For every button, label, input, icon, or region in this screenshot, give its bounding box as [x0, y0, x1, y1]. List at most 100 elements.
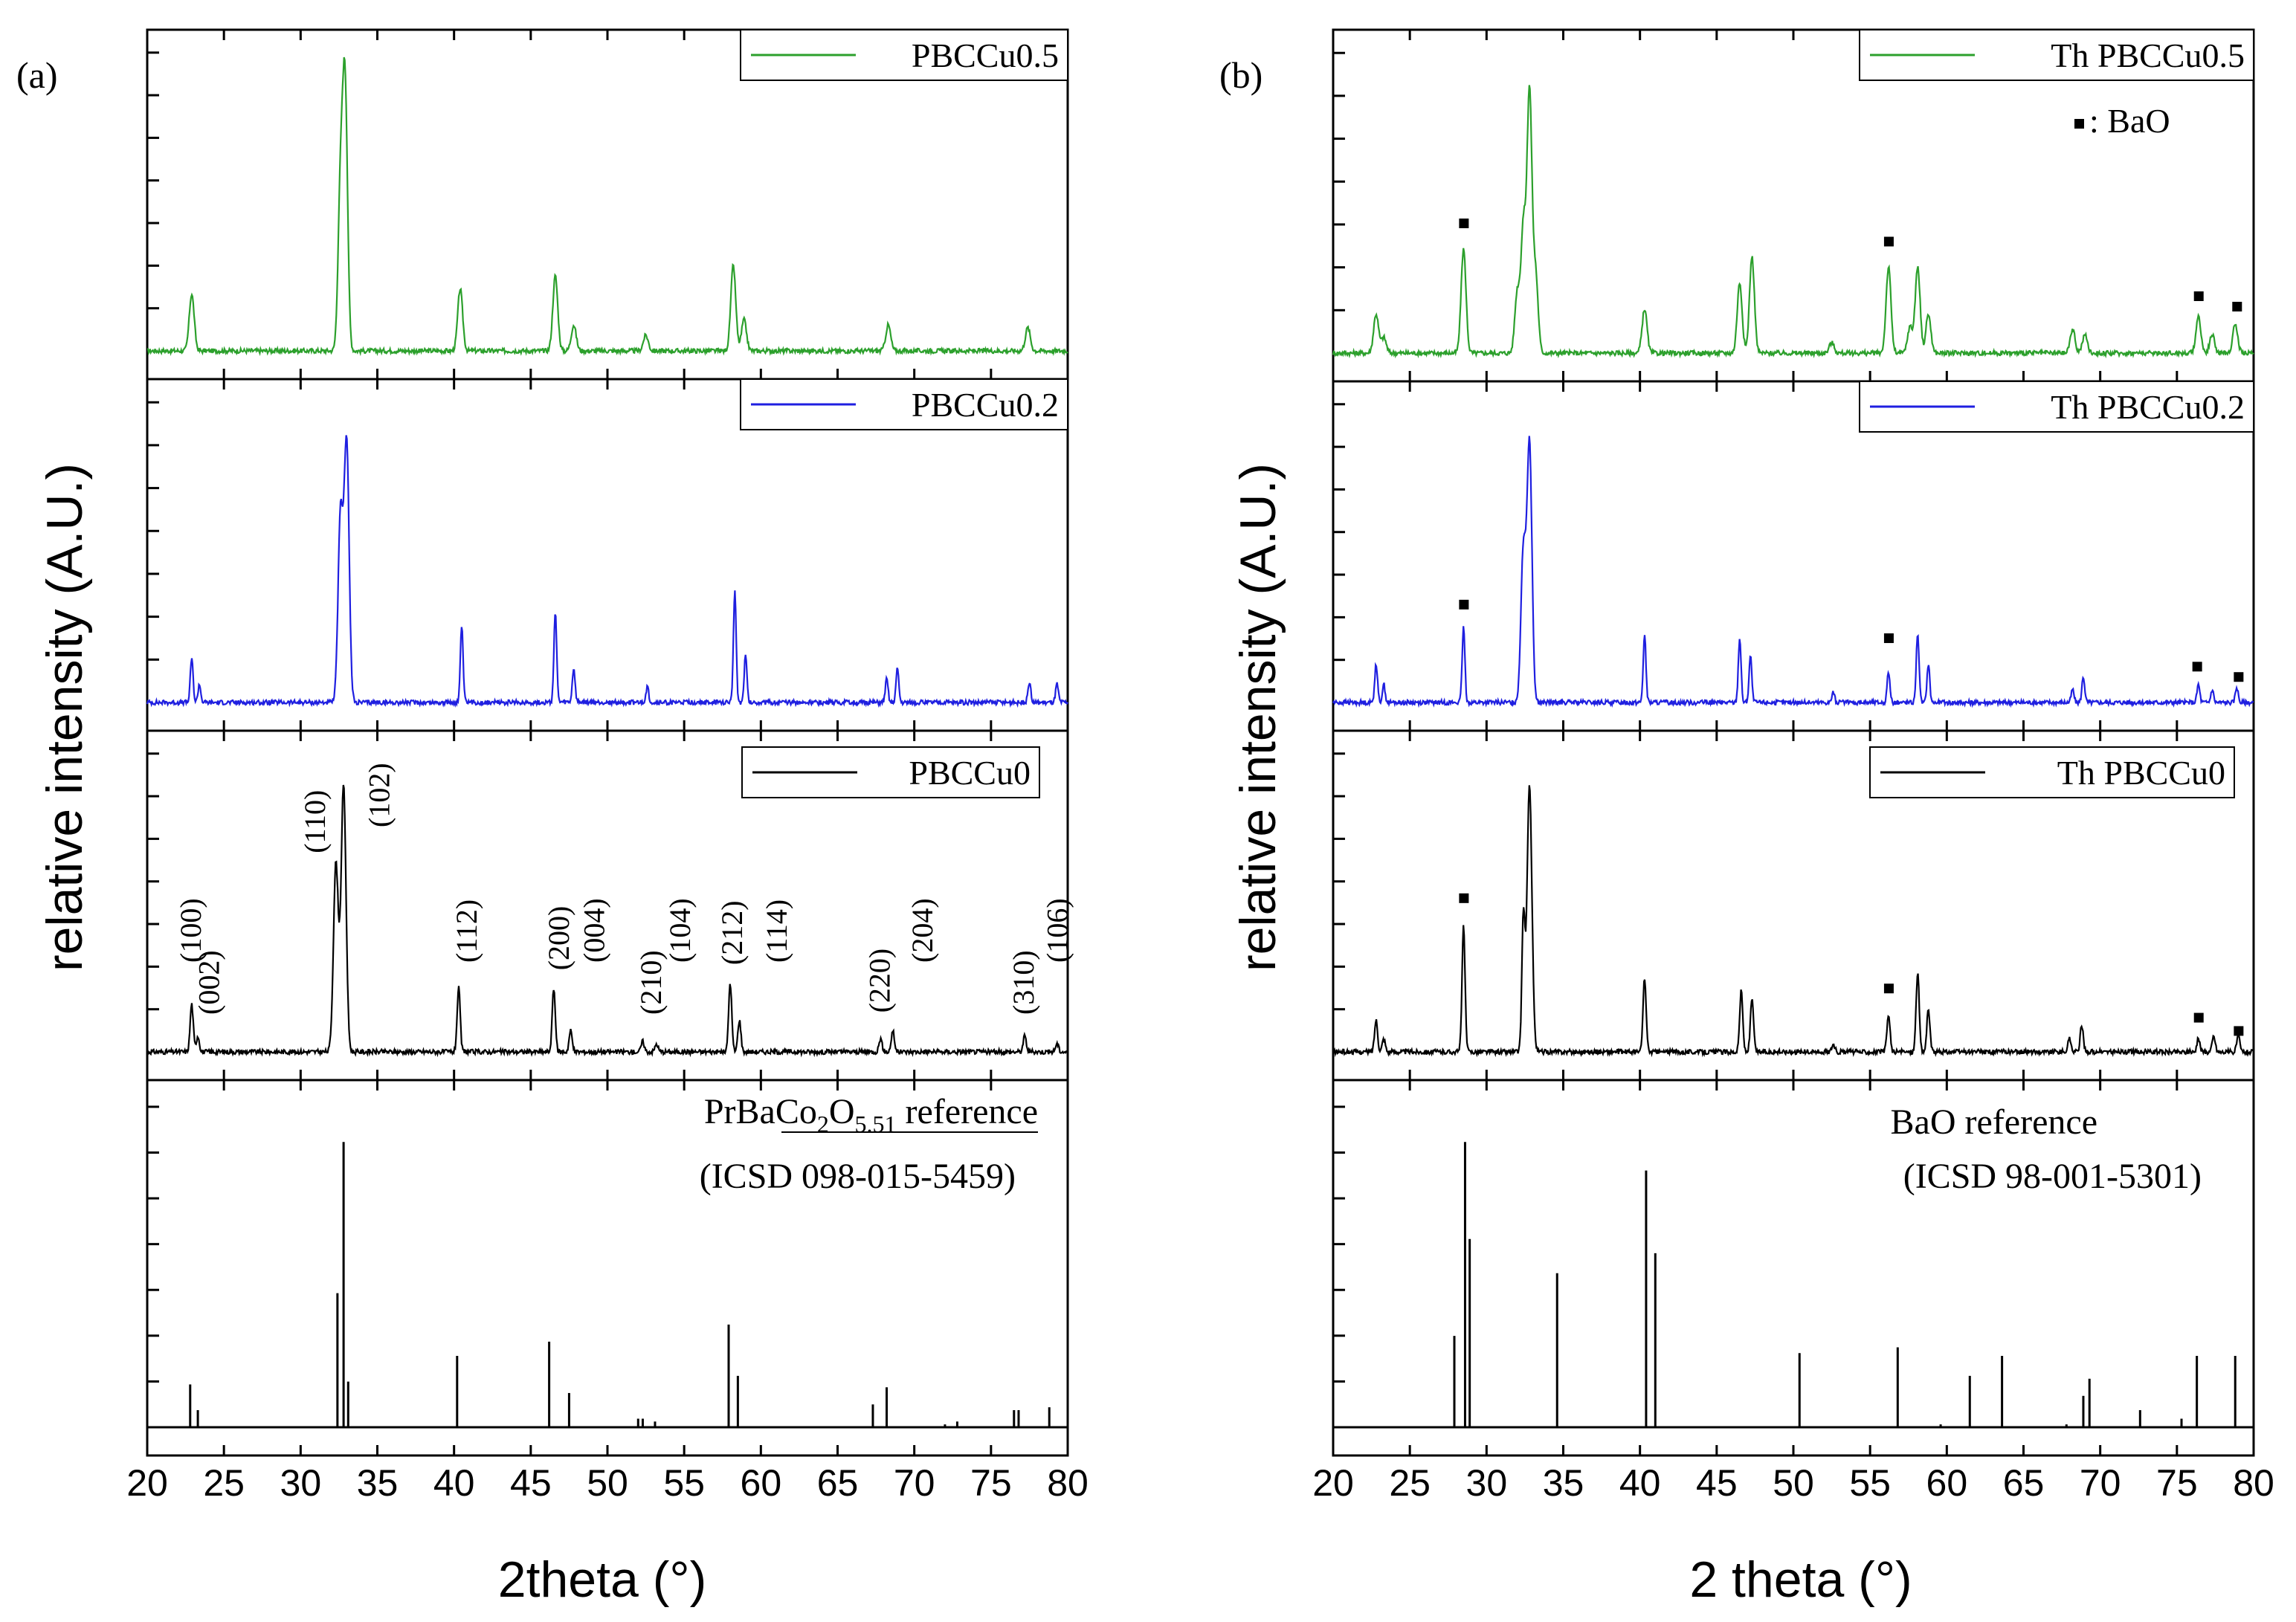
subplot-3: Th PBCCu0: [1332, 729, 2255, 1082]
subplot-frame: [146, 28, 1069, 381]
bao-marker: [2234, 672, 2244, 682]
panel-b-label: (b): [1219, 54, 1263, 96]
legend-label: Th PBCCu0: [2057, 754, 2225, 792]
x-tick-label: 60: [741, 1462, 782, 1504]
subplot-4: BaO reference (ICSD 98-001-5301): [1332, 1079, 2255, 1457]
x-tick-label: 25: [1389, 1462, 1431, 1504]
bao-marker: [2192, 662, 2202, 672]
panel-a-plots: PBCCu0.5 PBCCu0.2 PBCCu0 (100)(002) (110) (10…: [126, 28, 1089, 1504]
legend-label: PBCCu0: [909, 754, 1031, 792]
subplot-frame: [146, 378, 1069, 732]
x-tick-label: 40: [1619, 1462, 1661, 1504]
bao-marker: [2232, 301, 2242, 311]
x-tick-label: 50: [587, 1462, 628, 1504]
legend-label: Th PBCCu0.5: [2051, 36, 2245, 74]
subplot-frame: [1332, 28, 2255, 383]
panel-b-plots: Th PBCCu0.5 Th PBCCu0.2 Th PBCCu0 BaO refer…: [1312, 28, 2274, 1504]
bao-marker: [2234, 1026, 2244, 1036]
legend-label: PBCCu0.5: [912, 36, 1059, 74]
ref-title: BaO reference: [1891, 1102, 2097, 1142]
bao-marker: [1883, 236, 1894, 247]
x-tick-label: 55: [1849, 1462, 1891, 1504]
bao-marker: [1459, 218, 1469, 228]
pattern-line: [146, 56, 1068, 357]
pattern-line: [146, 435, 1068, 708]
panel-a-xlabel: 2theta (°): [498, 1551, 706, 1608]
x-tick-label: 55: [663, 1462, 705, 1504]
subplot-1: PBCCu0.5: [146, 28, 1069, 381]
miller-index-label: (212): [715, 900, 749, 965]
miller-index-label: (200): [542, 906, 575, 971]
x-tick-label: 70: [2080, 1462, 2121, 1504]
x-tick-label: 40: [433, 1462, 475, 1504]
bao-marker-legend: : BaO: [2089, 102, 2170, 140]
miller-index-label: (310): [1007, 950, 1040, 1015]
legend-label: PBCCu0.2: [912, 386, 1059, 424]
x-tick-label: 80: [2233, 1462, 2274, 1504]
ref-title: PrBaCo2O5.51 reference: [704, 1092, 1038, 1137]
miller-index-label: (114): [760, 899, 793, 963]
ref-title-sub: 5.51: [855, 1111, 897, 1137]
miller-index-label: (110): [298, 790, 332, 853]
pattern-line: [146, 784, 1069, 1058]
bao-marker: [1883, 633, 1894, 644]
miller-index-label: (106): [1041, 898, 1074, 963]
x-tick-label: 35: [1543, 1462, 1584, 1504]
x-tick-label: 20: [126, 1462, 168, 1504]
ref-title-part: O: [829, 1092, 855, 1131]
subplot-frame: [1332, 380, 2255, 732]
miller-index-label: (100): [174, 898, 207, 963]
legend-label: Th PBCCu0.2: [2051, 388, 2245, 426]
x-tick-label: 75: [2156, 1462, 2198, 1504]
x-tick-label: 75: [970, 1462, 1012, 1504]
subplot-4: PrBaCo2O5.51 reference (ICSD 098-015-5459…: [146, 1079, 1069, 1457]
subplot-2: Th PBCCu0.2: [1332, 380, 2255, 732]
panel-b-xlabel: 2 theta (°): [1689, 1551, 1912, 1608]
subplot-frame: [146, 1079, 1069, 1457]
subplot-3: PBCCu0 (100)(002) (110) (102) (112) (200) (004…: [146, 729, 1074, 1082]
ref-source: (ICSD 98-001-5301): [1903, 1157, 2202, 1196]
x-tick-label: 20: [1312, 1462, 1354, 1504]
x-tick-label: 60: [1926, 1462, 1968, 1504]
ref-title-part: reference: [897, 1092, 1038, 1131]
x-tick-label: 50: [1773, 1462, 1814, 1504]
x-tick-label: 35: [357, 1462, 399, 1504]
miller-index-label: (104): [663, 898, 697, 963]
bao-marker: [1459, 893, 1469, 903]
x-tick-label: 30: [280, 1462, 322, 1504]
ref-title-sub: 2: [817, 1111, 829, 1137]
x-tick-label: 80: [1047, 1462, 1089, 1504]
bao-marker: [1459, 599, 1469, 610]
bao-marker: [2193, 291, 2204, 301]
x-tick-label: 65: [2003, 1462, 2045, 1504]
miller-index-label: (220): [862, 949, 896, 1013]
panel-a-ylabel: relative intensity (A.U.): [36, 463, 93, 972]
miller-index-label: (102): [363, 763, 396, 827]
ref-title-part: PrBaCo: [704, 1092, 817, 1131]
x-tick-label: 45: [510, 1462, 552, 1504]
x-tick-label: 70: [894, 1462, 935, 1504]
bao-marker: [1883, 983, 1894, 994]
panel-b: (b) relative intensity (A.U.) 2 theta (°…: [1219, 28, 2274, 1608]
x-tick-label: 45: [1696, 1462, 1738, 1504]
panel-a: (a) relative intensity (A.U.) 2theta (°)…: [16, 28, 1089, 1608]
bao-marker-legend-square: [2074, 119, 2084, 129]
ref-source: (ICSD 098-015-5459): [700, 1157, 1016, 1196]
bao-marker: [2193, 1012, 2204, 1023]
pattern-line: [1332, 85, 2254, 359]
panel-b-ylabel: relative intensity (A.U.): [1230, 463, 1286, 972]
x-tick-label: 30: [1466, 1462, 1508, 1504]
x-tick-label: 65: [817, 1462, 859, 1504]
miller-index-label: (210): [634, 950, 668, 1015]
panel-a-label: (a): [16, 54, 58, 96]
miller-index-label: (002): [193, 950, 226, 1015]
pattern-line: [1332, 436, 2254, 708]
subplot-frame: [1332, 1079, 2255, 1457]
pattern-line: [1332, 785, 2254, 1058]
miller-index-label: (204): [906, 898, 939, 963]
miller-index-label: (004): [578, 898, 611, 963]
x-tick-label: 25: [203, 1462, 245, 1504]
subplot-1: Th PBCCu0.5: [1332, 28, 2255, 383]
subplot-2: PBCCu0.2: [146, 378, 1069, 732]
